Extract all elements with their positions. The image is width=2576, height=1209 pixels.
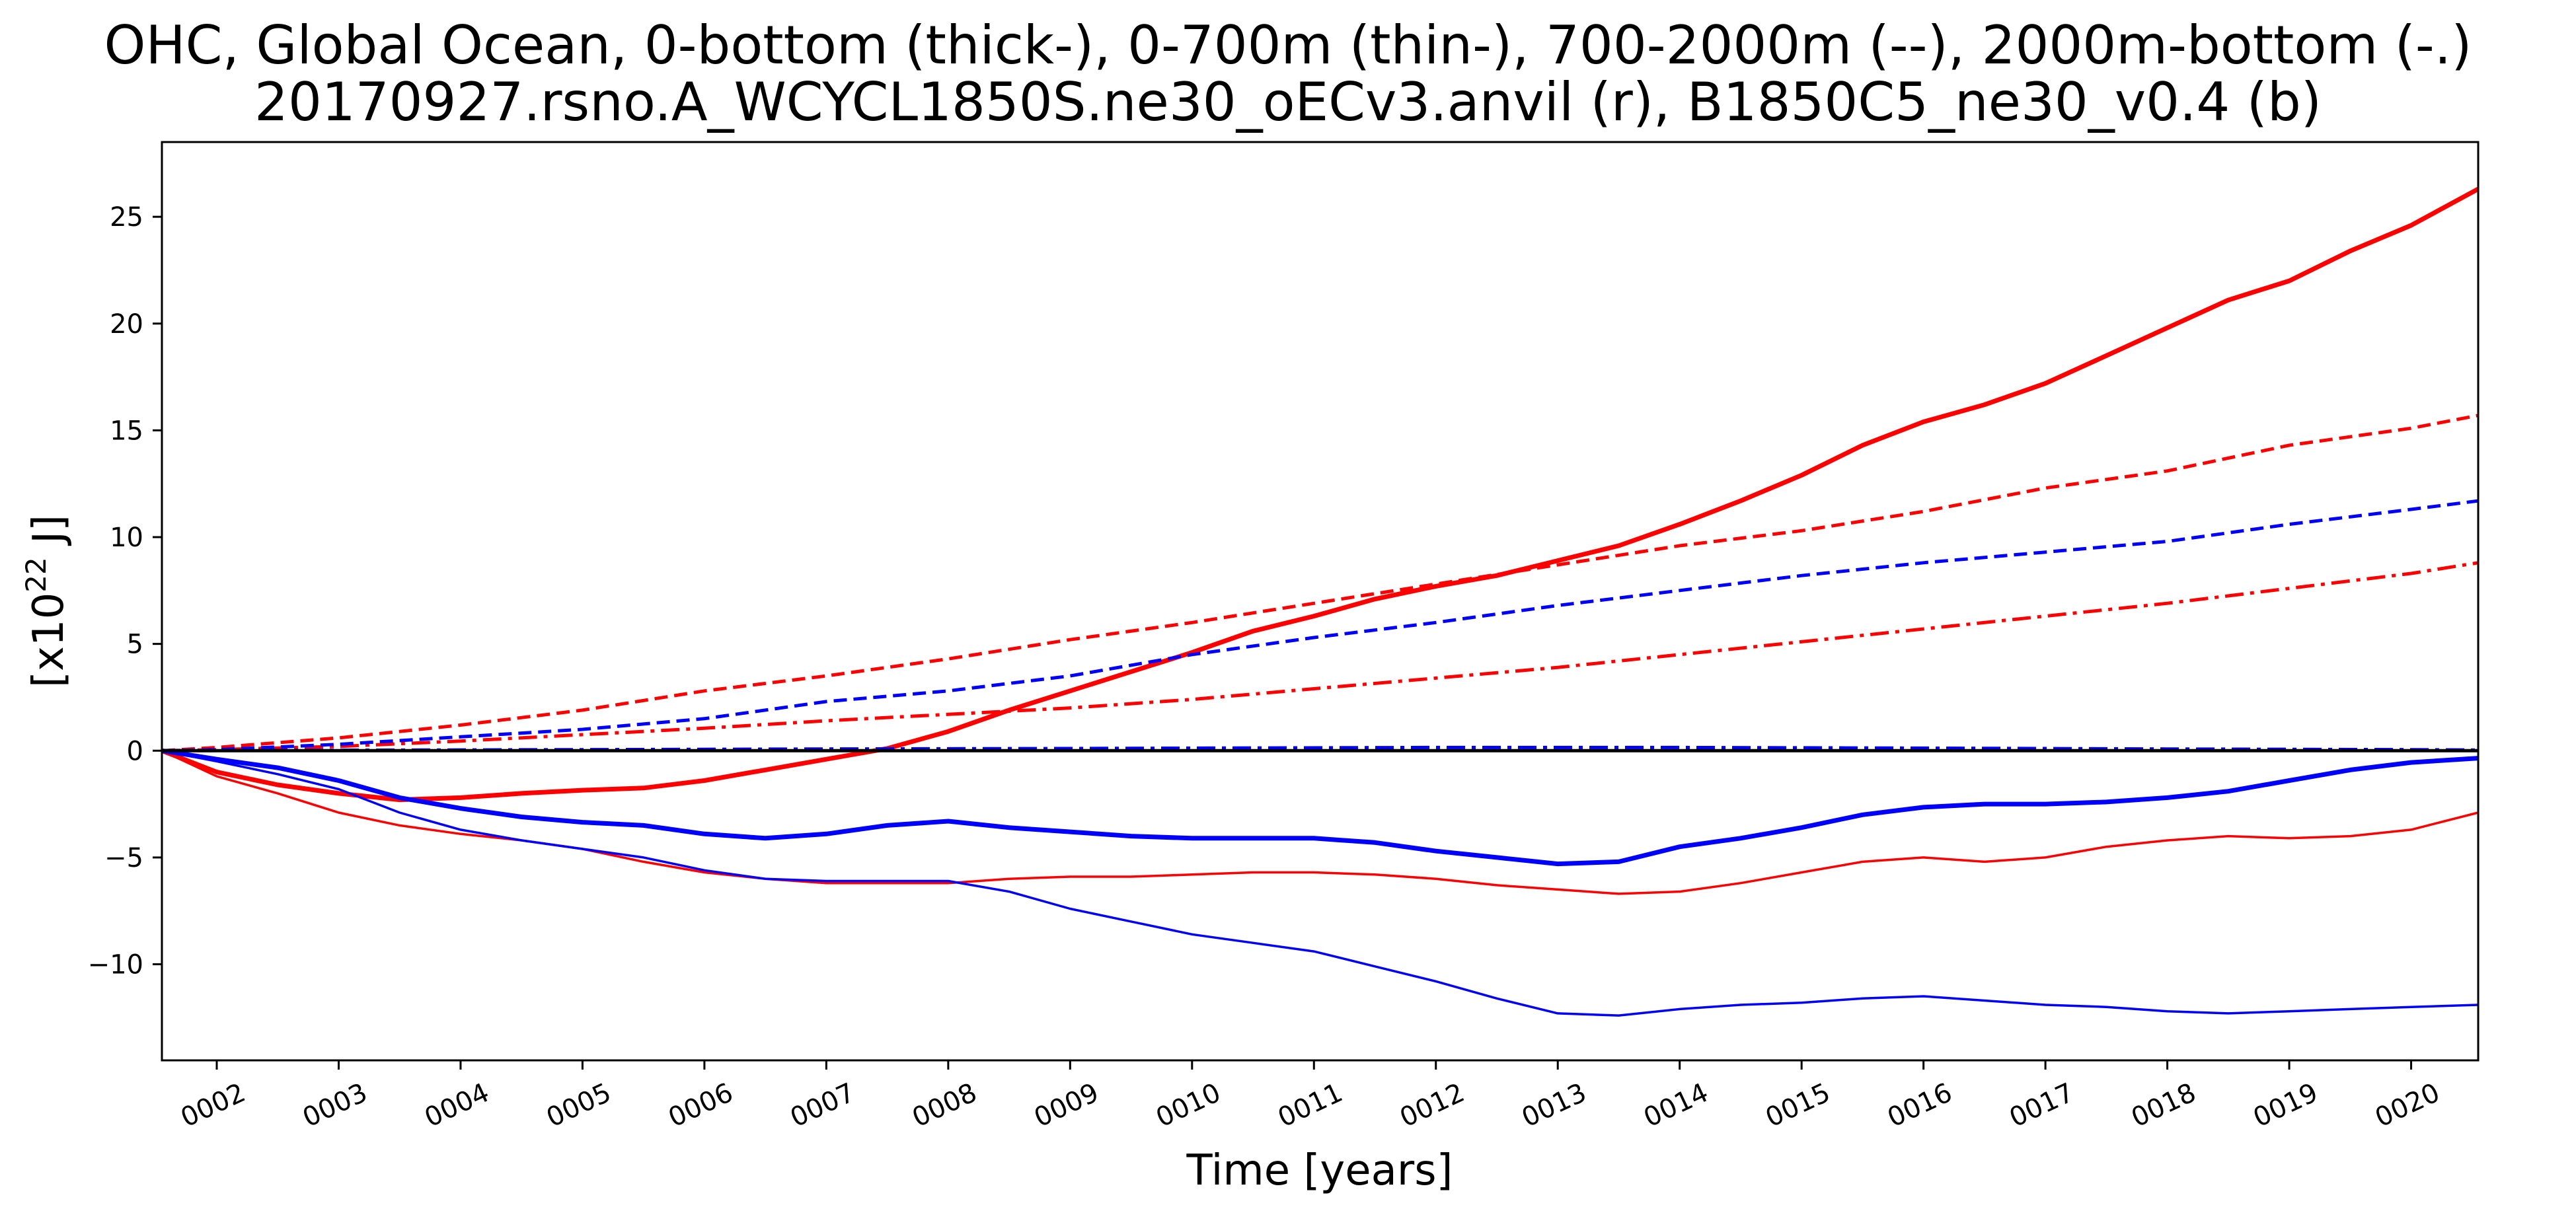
x-tick-label: 0005 bbox=[542, 1078, 616, 1134]
x-tick-label: 0018 bbox=[2127, 1078, 2201, 1134]
chart-subtitle: 20170927.rsno.A_WCYCL1850S.ne30_oECv3.an… bbox=[254, 71, 2322, 133]
x-tick-label: 0015 bbox=[1761, 1078, 1835, 1134]
series-line-red-dashed bbox=[161, 414, 2479, 752]
x-axis-ticks: 0002 0003 0004 0005 0006 0007 0008 0009 0010 0011… bbox=[176, 1060, 2444, 1134]
x-axis-label: Time [years] bbox=[1186, 1146, 1453, 1195]
series-line-blue-dashed bbox=[161, 499, 2479, 752]
x-tick-label: 0020 bbox=[2370, 1078, 2444, 1134]
x-tick-label: 0002 bbox=[176, 1078, 250, 1134]
x-tick-label: 0012 bbox=[1395, 1078, 1469, 1134]
y-tick-label: −10 bbox=[88, 950, 143, 980]
x-tick-label: 0011 bbox=[1273, 1078, 1347, 1134]
series-layer bbox=[161, 187, 2480, 1017]
y-tick-label: 25 bbox=[110, 202, 143, 233]
series-line-red-thin bbox=[161, 749, 2479, 895]
x-tick-label: 0007 bbox=[786, 1078, 860, 1134]
series-line-red-thick bbox=[161, 187, 2480, 803]
x-tick-label: 0009 bbox=[1030, 1078, 1104, 1134]
x-tick-label: 0003 bbox=[298, 1078, 372, 1134]
chart-title: OHC, Global Ocean, 0-bottom (thick-), 0-… bbox=[104, 15, 2472, 76]
y-tick-label: 15 bbox=[110, 416, 143, 446]
x-tick-label: 0017 bbox=[2005, 1078, 2079, 1134]
y-axis-label-exponent: 22 bbox=[20, 557, 52, 592]
x-tick-label: 0014 bbox=[1639, 1078, 1713, 1134]
y-axis-label: [x1022 J] bbox=[20, 515, 73, 688]
plot-area-frame bbox=[161, 141, 2480, 1062]
y-axis-label-suffix: J] bbox=[24, 515, 73, 557]
y-axis-label-prefix: [x10 bbox=[24, 593, 73, 688]
x-tick-label: 0016 bbox=[1883, 1078, 1957, 1134]
x-tick-label: 0008 bbox=[908, 1078, 982, 1134]
y-tick-label: 20 bbox=[110, 309, 143, 340]
y-tick-label: 0 bbox=[127, 736, 143, 766]
series-line-blue-thick bbox=[161, 748, 2479, 867]
y-tick-label: 5 bbox=[127, 630, 143, 660]
x-tick-label: 0013 bbox=[1517, 1078, 1591, 1134]
x-tick-label: 0006 bbox=[664, 1078, 738, 1134]
series-line-blue-thin bbox=[161, 749, 2479, 1017]
y-tick-label: −5 bbox=[104, 843, 143, 873]
y-tick-label: 10 bbox=[110, 523, 143, 553]
series-line-red-dashdot bbox=[161, 561, 2479, 752]
x-tick-label: 0010 bbox=[1151, 1078, 1225, 1134]
y-axis-ticks: −10 −5 0 5 10 15 20 25 bbox=[88, 202, 162, 980]
x-tick-label: 0004 bbox=[420, 1078, 494, 1134]
x-tick-label: 0019 bbox=[2249, 1078, 2323, 1134]
